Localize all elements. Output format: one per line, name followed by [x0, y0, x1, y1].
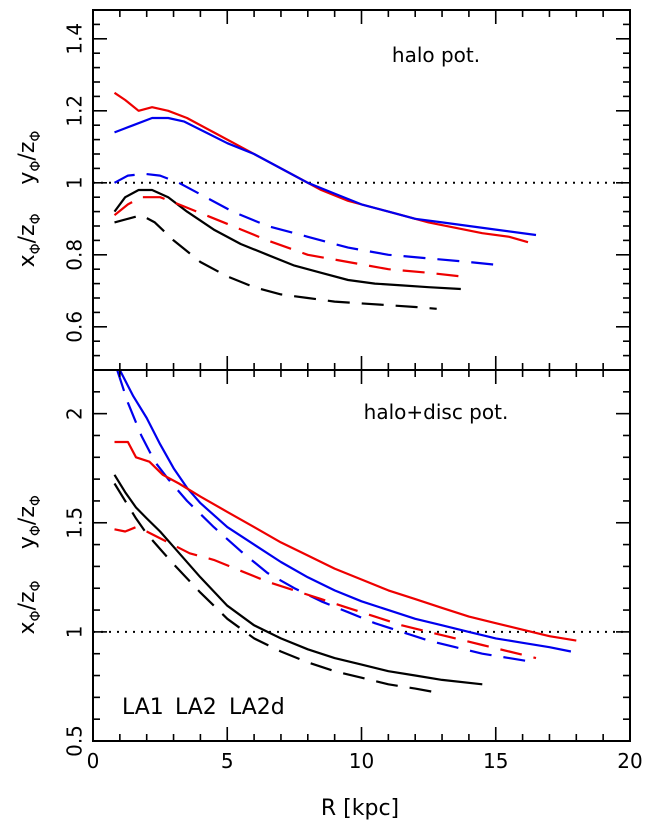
series-top-la2-y-over-z — [114, 116, 537, 237]
panel-annotation-top: halo pot. — [392, 43, 480, 67]
series-bottom-la1-y-over-z — [113, 474, 483, 686]
y-axis-label-lower-top: xΦ/zΦ — [15, 213, 44, 267]
y-tick-label-bottom-1: 1 — [62, 626, 86, 639]
y-tick-label-top-1: 0.8 — [63, 239, 87, 271]
series-bottom-la2-x-over-z — [116, 369, 537, 664]
text-layer: halo pot. halo+disc pot. R [kpc] — [321, 43, 508, 821]
x-tick-label-0: 0 — [87, 749, 100, 773]
x-tick-label-1: 5 — [221, 749, 234, 773]
x-axis-label: R [kpc] — [321, 796, 399, 821]
panel-frame-top — [92, 9, 631, 371]
y-tick-label-bottom-2: 1.5 — [62, 507, 86, 539]
series-top-la2d-y-over-z — [113, 91, 529, 244]
legend-label-la2d: LA2d — [229, 695, 285, 720]
series-top-la2d-x-over-z — [113, 196, 461, 278]
series-top-la1-y-over-z — [113, 188, 461, 291]
y-axis-label-lower-bottom: xΦ/zΦ — [15, 580, 44, 634]
series-bottom-la2d-y-over-z — [114, 440, 577, 642]
x-tick-label-2: 10 — [349, 749, 374, 773]
x-tick-label-4: 20 — [617, 749, 642, 773]
series-bottom-la2-y-over-z — [118, 369, 572, 653]
panel-annotation-bottom: halo+disc pot. — [364, 400, 509, 424]
y-tick-label-bottom-3: 2 — [63, 407, 87, 420]
y-tick-label-top-3: 1.2 — [63, 95, 87, 127]
y-tick-label-bottom-0: 0.5 — [63, 725, 87, 757]
legend-label-la1: LA1 — [122, 695, 164, 720]
legend: LA1 LA2 LA2d — [122, 695, 285, 720]
y-tick-label-top-4: 1.4 — [63, 23, 87, 55]
panel-frame-bottom — [92, 369, 631, 742]
series-top-la2-x-over-z — [113, 172, 504, 267]
series-bottom-la1-x-over-z — [113, 482, 440, 695]
legend-label-la2: LA2 — [175, 695, 217, 720]
y-axis-label-upper-top: yΦ/zΦ — [15, 131, 44, 185]
y-axis-label-upper-bottom: yΦ/zΦ — [15, 495, 44, 549]
x-tick-label-3: 15 — [483, 749, 508, 773]
y-tick-label-top-2: 1 — [63, 176, 87, 189]
y-tick-label-top-0: 0.6 — [63, 311, 87, 343]
frame-layer: 0.6 0.8 1 1.2 1.4 yΦ/zΦ xΦ/zΦ 0.5 1 1.5 2 yΦ/zΦ xΦ/z… — [15, 9, 643, 773]
series-bottom-la2d-x-over-z — [114, 525, 537, 660]
plot-layer — [93, 91, 630, 695]
series-top-la1-x-over-z — [114, 214, 437, 310]
